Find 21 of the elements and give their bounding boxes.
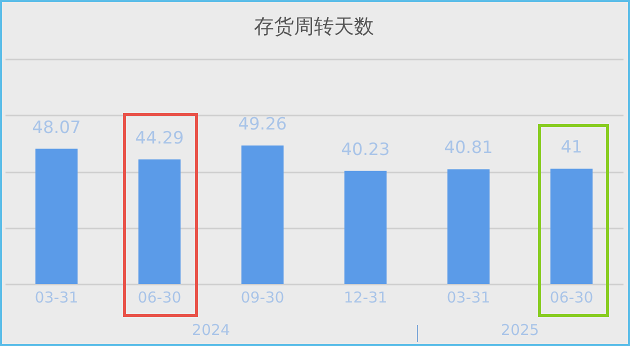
x-tick-label: 09-30 — [240, 288, 284, 306]
bar — [550, 168, 593, 284]
x-tick-label: 03-31 — [34, 288, 78, 306]
data-label: 49.26 — [238, 114, 287, 134]
bar — [344, 170, 387, 284]
data-label: 40.81 — [444, 138, 493, 158]
x-tick-label: 12-31 — [344, 288, 388, 306]
bar — [35, 148, 78, 284]
bar — [447, 169, 490, 284]
text: 2025 — [500, 321, 540, 339]
x-tick-label: 06-30 — [550, 288, 594, 306]
data-label: 48.07 — [32, 118, 81, 138]
bar — [241, 145, 284, 284]
x-tick-label: 03-31 — [446, 288, 490, 306]
data-label: 44.29 — [135, 128, 184, 148]
data-label: 40.23 — [341, 140, 390, 160]
text: 2024 — [192, 321, 230, 339]
x-tick-label: 06-30 — [138, 288, 182, 306]
bar — [138, 159, 181, 284]
chart-title: 存货周转天数 — [254, 14, 374, 38]
data-label: 41 — [560, 138, 582, 158]
